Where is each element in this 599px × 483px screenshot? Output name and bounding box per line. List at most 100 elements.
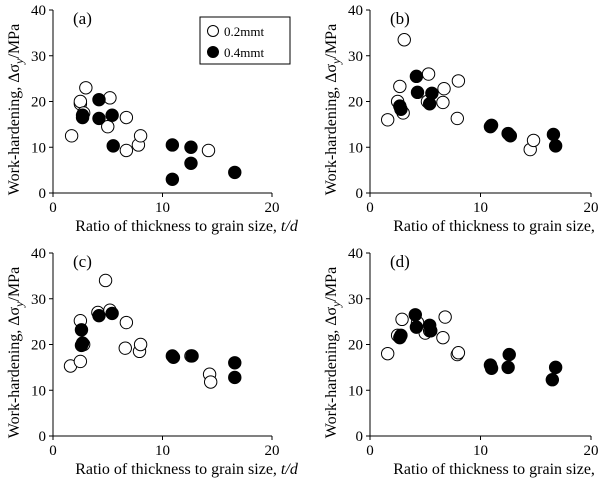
y-tick-label: 20	[31, 95, 46, 111]
data-point-0.4mmt	[394, 328, 408, 343]
legend-marker-0.4mmt	[207, 46, 219, 58]
data-point-0.2mmt	[397, 33, 411, 47]
data-point-0.4mmt	[425, 86, 439, 100]
data-point-0.2mmt	[103, 91, 117, 105]
legend-label-0.2mmt: 0.2mmt	[224, 24, 264, 39]
data-point-0.2mmt	[73, 354, 88, 369]
y-tick-label: 10	[348, 383, 363, 399]
y-tick-label: 0	[356, 186, 364, 202]
y-tick-label: 40	[348, 3, 363, 19]
data-point-0.2mmt	[79, 81, 93, 95]
data-point-0.2mmt	[98, 273, 113, 288]
x-tick-label: 10	[473, 443, 488, 459]
data-point-0.4mmt	[484, 118, 499, 132]
x-tick-label: 10	[473, 200, 488, 216]
data-point-0.4mmt	[166, 350, 181, 365]
x-tick-label: 10	[155, 443, 170, 459]
data-point-0.4mmt	[409, 69, 424, 84]
data-point-0.2mmt	[133, 337, 148, 352]
data-point-0.2mmt	[451, 74, 466, 88]
y-tick-label: 30	[348, 292, 363, 308]
y-axis-label: Work-hardening, Δσy/MPa	[6, 267, 26, 438]
data-point-0.4mmt	[228, 370, 242, 385]
y-axis-label: Work-hardening, Δσy/MPa	[323, 267, 343, 438]
y-axis-label: Work-hardening, Δσy/MPa	[323, 24, 343, 195]
data-point-0.2mmt	[73, 94, 88, 109]
legend-label-0.4mmt: 0.4mmt	[224, 45, 264, 60]
x-axis-label: Ratio of thickness to grain size, t/d	[393, 461, 599, 478]
data-point-0.2mmt	[119, 315, 134, 330]
data-point-0.4mmt	[424, 324, 438, 338]
data-point-0.2mmt	[438, 310, 452, 324]
data-point-0.4mmt	[75, 336, 90, 350]
x-tick-label: 20	[584, 200, 599, 216]
data-point-0.2mmt	[526, 133, 541, 148]
legend-marker-0.2mmt	[207, 25, 219, 37]
data-point-0.4mmt	[92, 111, 106, 126]
y-tick-label: 0	[356, 429, 364, 445]
data-point-0.4mmt	[105, 306, 119, 321]
y-axis-label: Work-hardening, Δσy/MPa	[6, 24, 26, 195]
data-point-0.4mmt	[75, 110, 90, 125]
data-point-0.4mmt	[501, 360, 515, 375]
y-tick-label: 30	[31, 292, 46, 308]
data-point-0.2mmt	[64, 129, 79, 143]
data-point-0.2mmt	[101, 119, 115, 134]
data-point-0.2mmt	[203, 375, 218, 389]
data-point-0.4mmt	[185, 349, 199, 363]
data-point-0.4mmt	[502, 347, 516, 362]
data-point-0.4mmt	[503, 129, 518, 143]
data-point-0.2mmt	[201, 143, 216, 158]
data-point-0.4mmt	[409, 320, 424, 334]
data-point-0.4mmt	[184, 140, 198, 154]
data-point-0.4mmt	[228, 165, 242, 180]
data-point-0.4mmt	[92, 92, 106, 107]
x-tick-label: 20	[265, 200, 280, 216]
y-tick-label: 20	[348, 95, 363, 111]
y-tick-label: 40	[348, 246, 363, 262]
panel-b: 0 10 20 30 40 0 10 20 Ratio of thickness to grai…	[323, 3, 599, 235]
data-point-0.4mmt	[546, 127, 561, 142]
data-point-0.2mmt	[393, 79, 407, 94]
y-tick-label: 40	[31, 246, 46, 262]
data-point-0.4mmt	[408, 308, 423, 322]
data-point-0.2mmt	[133, 129, 148, 143]
data-point-0.2mmt	[380, 346, 395, 361]
y-tick-label: 10	[348, 140, 363, 156]
x-tick-label: 0	[366, 443, 374, 459]
y-tick-label: 0	[39, 186, 47, 202]
data-point-0.4mmt	[228, 356, 242, 370]
panel-label: (a)	[73, 9, 92, 28]
y-tick-label: 20	[31, 338, 46, 354]
data-point-0.2mmt	[380, 113, 395, 127]
panel-c: 0 10 20 30 40 0 10 20 Ratio of thickness to grai…	[6, 246, 299, 478]
x-tick-label: 0	[366, 200, 374, 216]
panel-label: (d)	[390, 252, 410, 271]
data-point-0.4mmt	[394, 102, 408, 116]
data-point-0.2mmt	[395, 312, 409, 327]
data-point-0.4mmt	[106, 139, 120, 153]
y-tick-label: 40	[31, 3, 46, 19]
data-point-0.2mmt	[118, 341, 132, 355]
data-point-0.2mmt	[436, 330, 450, 345]
x-tick-label: 20	[265, 443, 280, 459]
data-point-0.4mmt	[165, 172, 180, 186]
data-point-0.4mmt	[548, 139, 563, 153]
data-point-0.4mmt	[105, 108, 119, 122]
data-point-0.2mmt	[421, 67, 436, 81]
data-point-0.2mmt	[119, 143, 134, 158]
x-tick-label: 20	[584, 443, 599, 459]
x-tick-label: 10	[155, 200, 170, 216]
data-point-0.4mmt	[184, 156, 198, 170]
data-point-0.2mmt	[436, 95, 450, 110]
data-point-0.4mmt	[410, 85, 425, 100]
panel-d: 0 10 20 30 40 0 10 20 Ratio of thickness to grai…	[323, 246, 599, 478]
y-tick-label: 20	[348, 338, 363, 354]
data-point-0.2mmt	[450, 111, 464, 126]
x-axis-label: Ratio of thickness to grain size, t/d	[75, 461, 299, 478]
data-point-0.2mmt	[451, 346, 466, 360]
y-tick-label: 30	[31, 49, 46, 65]
x-axis-label: Ratio of thickness to grain size, t/d	[75, 218, 299, 235]
data-point-0.2mmt	[437, 81, 451, 96]
